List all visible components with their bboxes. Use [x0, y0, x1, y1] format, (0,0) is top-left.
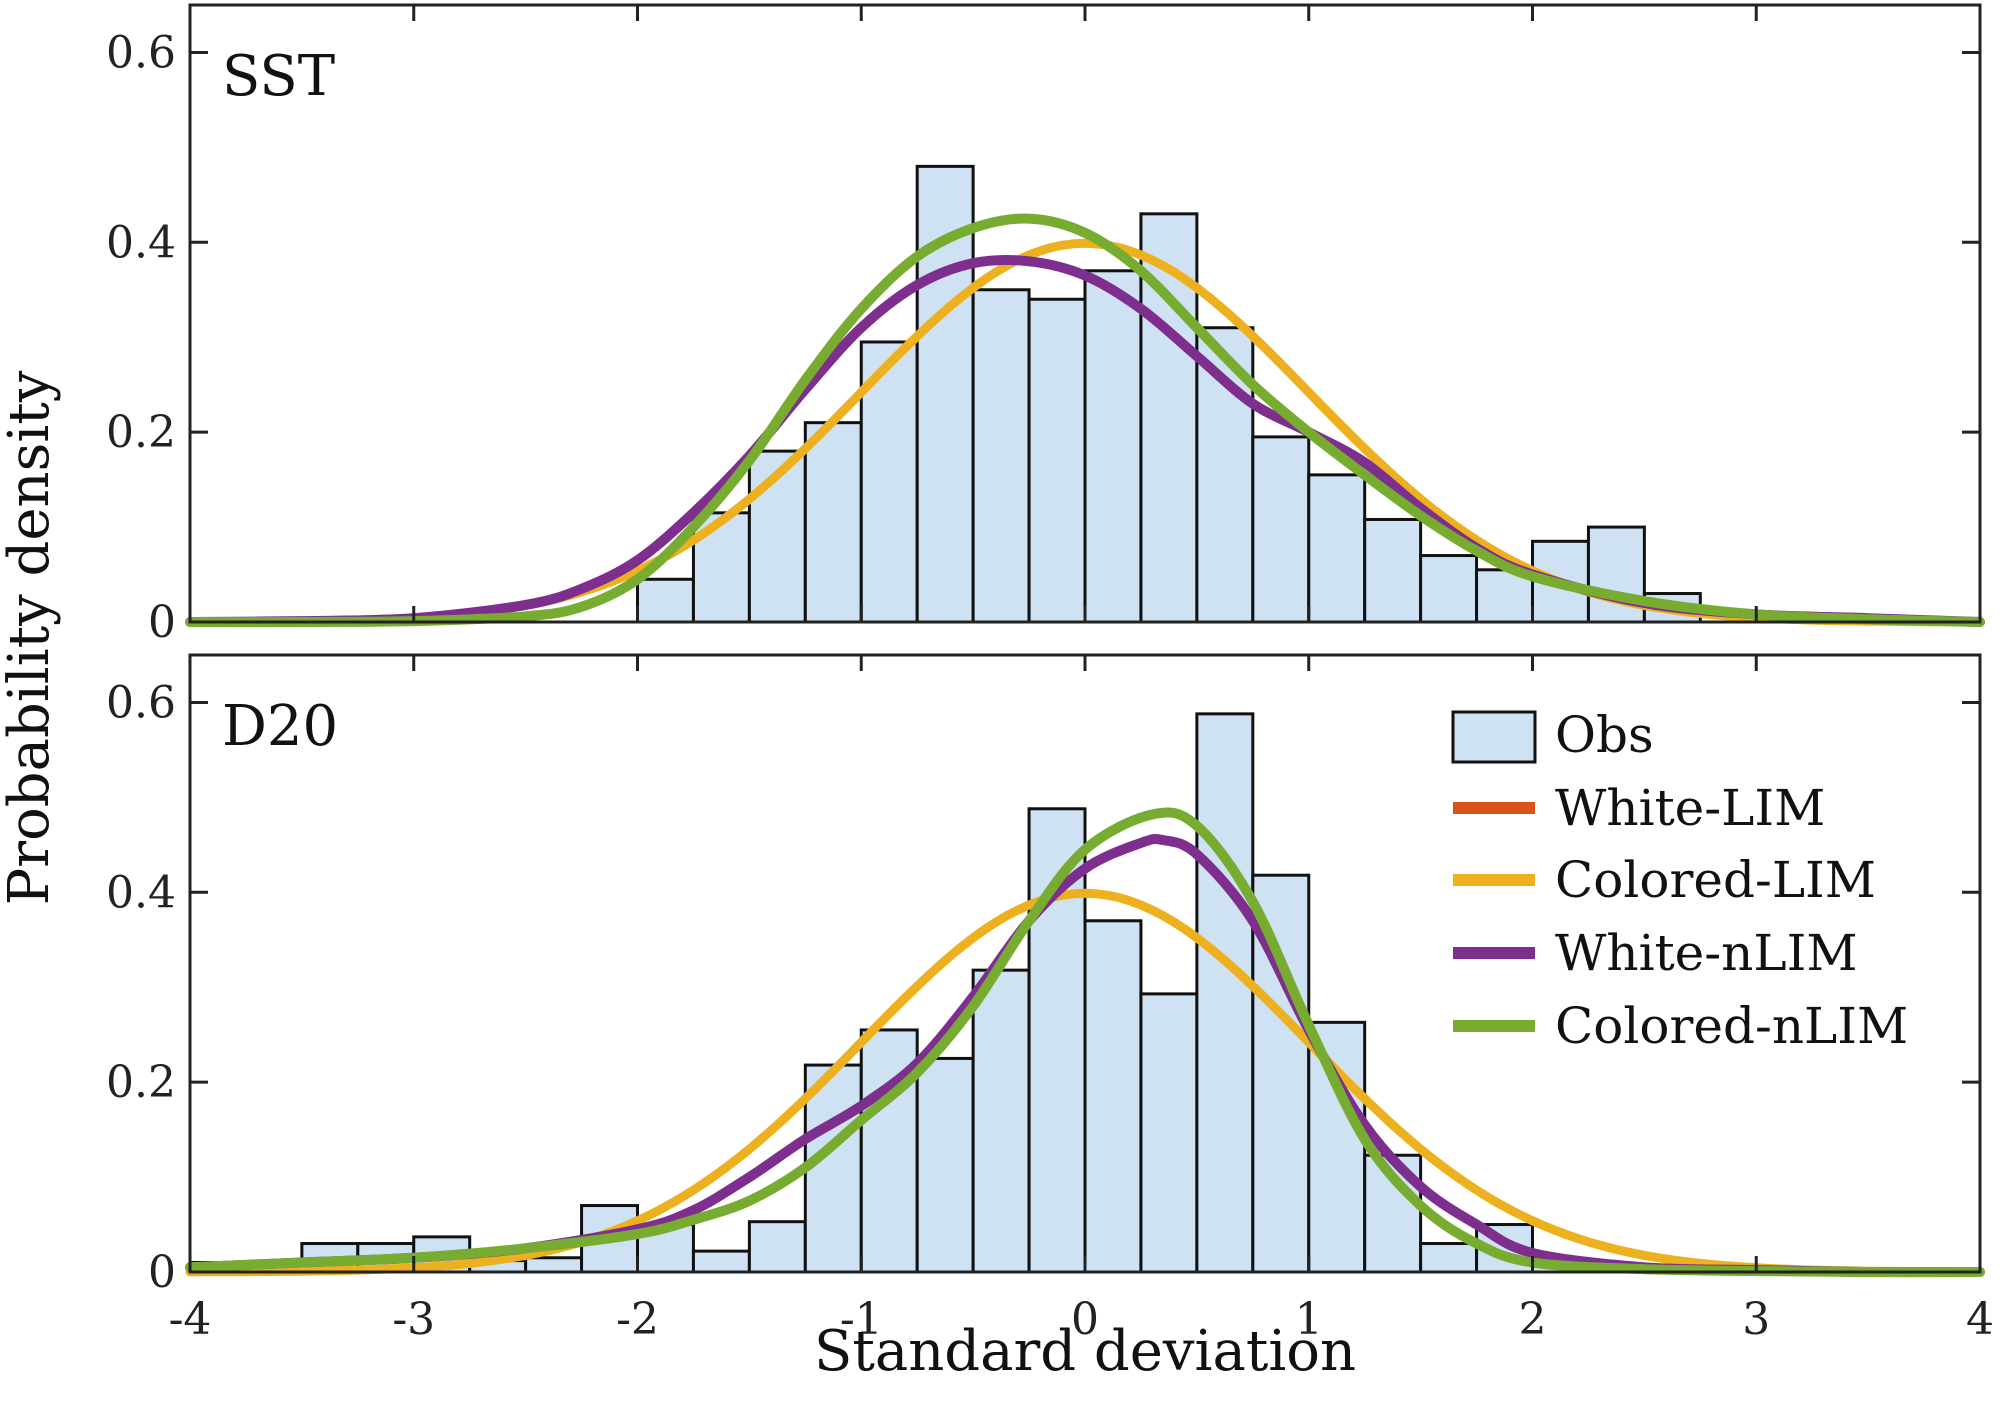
legend-white-nlim-label: White-nLIM [1555, 924, 1858, 982]
d20-ytick-label-2: 0.4 [106, 867, 176, 918]
sst-bar-13 [1363, 517, 1423, 624]
d20-ticks: 0 0.2 0.4 0.6 [106, 655, 1982, 1298]
sst-ytick-label-3: 0.6 [106, 27, 176, 78]
x-tick-label-4: 0 [1071, 1294, 1099, 1345]
sst-bar-12 [1307, 473, 1367, 624]
x-tick-label-0: -4 [169, 1294, 212, 1345]
d20-bar-22 [1419, 1242, 1479, 1274]
d20-bar-17 [1139, 992, 1199, 1274]
sst-bar-11 [1251, 435, 1311, 624]
sst-bar-7 [1027, 297, 1087, 624]
d20-bar-13 [915, 1056, 975, 1274]
d20-panel-label: D20 [222, 694, 338, 759]
x-tick-label-3: -1 [840, 1294, 883, 1345]
legend: Obs White-LIM Colored-LIM White-nLIM Col… [1451, 706, 1908, 1055]
x-tick-label-6: 2 [1519, 1294, 1547, 1345]
d20-ytick-label-1: 0.2 [106, 1057, 176, 1108]
panel-sst: 0 0.2 0.4 0.6 SST [106, 3, 1985, 648]
sst-panel-label: SST [222, 44, 335, 109]
sst-bar-14 [1419, 554, 1479, 624]
d20-bar-18 [1195, 712, 1255, 1274]
sst-bar-8 [1083, 269, 1143, 624]
d20-curve-colored-lim [185, 888, 1985, 1277]
d20-ytick-label-3: 0.6 [106, 677, 176, 728]
x-axis-tick-labels: -4 -3 -2 -1 0 1 2 3 4 [169, 1294, 1994, 1345]
legend-colored-lim-label: Colored-LIM [1555, 851, 1876, 909]
legend-obs-swatch [1451, 710, 1537, 764]
d20-bar-16 [1083, 919, 1143, 1274]
legend-white-lim-label: White-LIM [1555, 779, 1825, 837]
legend-colored-nlim-label: Colored-nLIM [1555, 997, 1908, 1055]
sst-curve-colored-nlim [185, 213, 1985, 628]
x-axis-title: Standard deviation [814, 1319, 1356, 1384]
sst-ytick-label-1: 0.2 [106, 407, 176, 458]
d20-curve-colored-nlim [185, 807, 1985, 1278]
d20-bars [188, 712, 1590, 1274]
x-tick-label-1: -3 [392, 1294, 435, 1345]
x-tick-label-7: 3 [1742, 1294, 1770, 1345]
y-axis-title: Probability density [0, 370, 62, 905]
sst-ticks: 0 0.2 0.4 0.6 [106, 5, 1982, 648]
panel-d20: 0 0.2 0.4 0.6 D20 [106, 653, 1985, 1298]
d20-curves [185, 807, 1985, 1278]
sst-bar-0 [636, 577, 695, 624]
d20-bar-10 [747, 1220, 807, 1274]
sst-curves [185, 213, 1985, 628]
legend-obs-label: Obs [1555, 706, 1654, 764]
d20-bar-6 [524, 1256, 584, 1274]
d20-bar-9 [691, 1249, 751, 1274]
d20-bar-14 [971, 968, 1031, 1274]
x-tick-label-2: -2 [616, 1294, 659, 1345]
sst-ytick-label-0: 0 [148, 597, 176, 648]
d20-bar-20 [1307, 1020, 1367, 1274]
sst-ytick-label-2: 0.4 [106, 217, 176, 268]
x-tick-label-5: 1 [1295, 1294, 1323, 1345]
d20-ytick-label-0: 0 [148, 1247, 176, 1298]
sst-bar-6 [971, 288, 1031, 624]
x-tick-label-8: 4 [1966, 1294, 1994, 1345]
sst-bar-3 [803, 421, 863, 624]
